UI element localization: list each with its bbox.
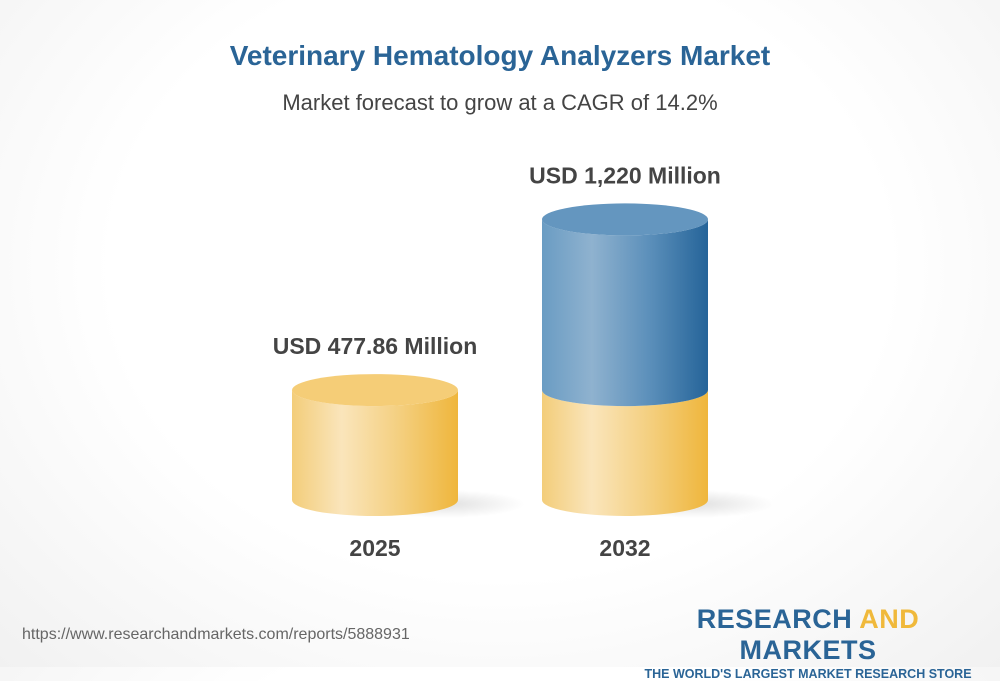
- x-tick-label: 2032: [599, 535, 650, 561]
- source-url[interactable]: https://www.researchandmarkets.com/repor…: [22, 626, 410, 643]
- bar-top-2025: [292, 374, 458, 407]
- data-label: USD 1,220 Million: [529, 162, 721, 188]
- cylinder-chart: USD 477.86 Million 2025 USD 1,220 Million 2…: [273, 162, 775, 561]
- bar-base-segment-2032: [542, 390, 708, 516]
- research-and-markets-logo: RESEARCH AND MARKETS THE WORLD'S LARGEST…: [644, 604, 972, 681]
- x-tick-label: 2025: [349, 535, 400, 561]
- bar-growth-segment-2032: [542, 219, 708, 407]
- bar-base-segment-2025: [292, 390, 458, 516]
- data-label: USD 477.86 Million: [273, 333, 478, 359]
- chart-title: Veterinary Hematology Analyzers Market: [229, 40, 771, 71]
- bar-top-2032: [542, 203, 708, 236]
- chart-subtitle: Market forecast to grow at a CAGR of 14.…: [282, 90, 718, 115]
